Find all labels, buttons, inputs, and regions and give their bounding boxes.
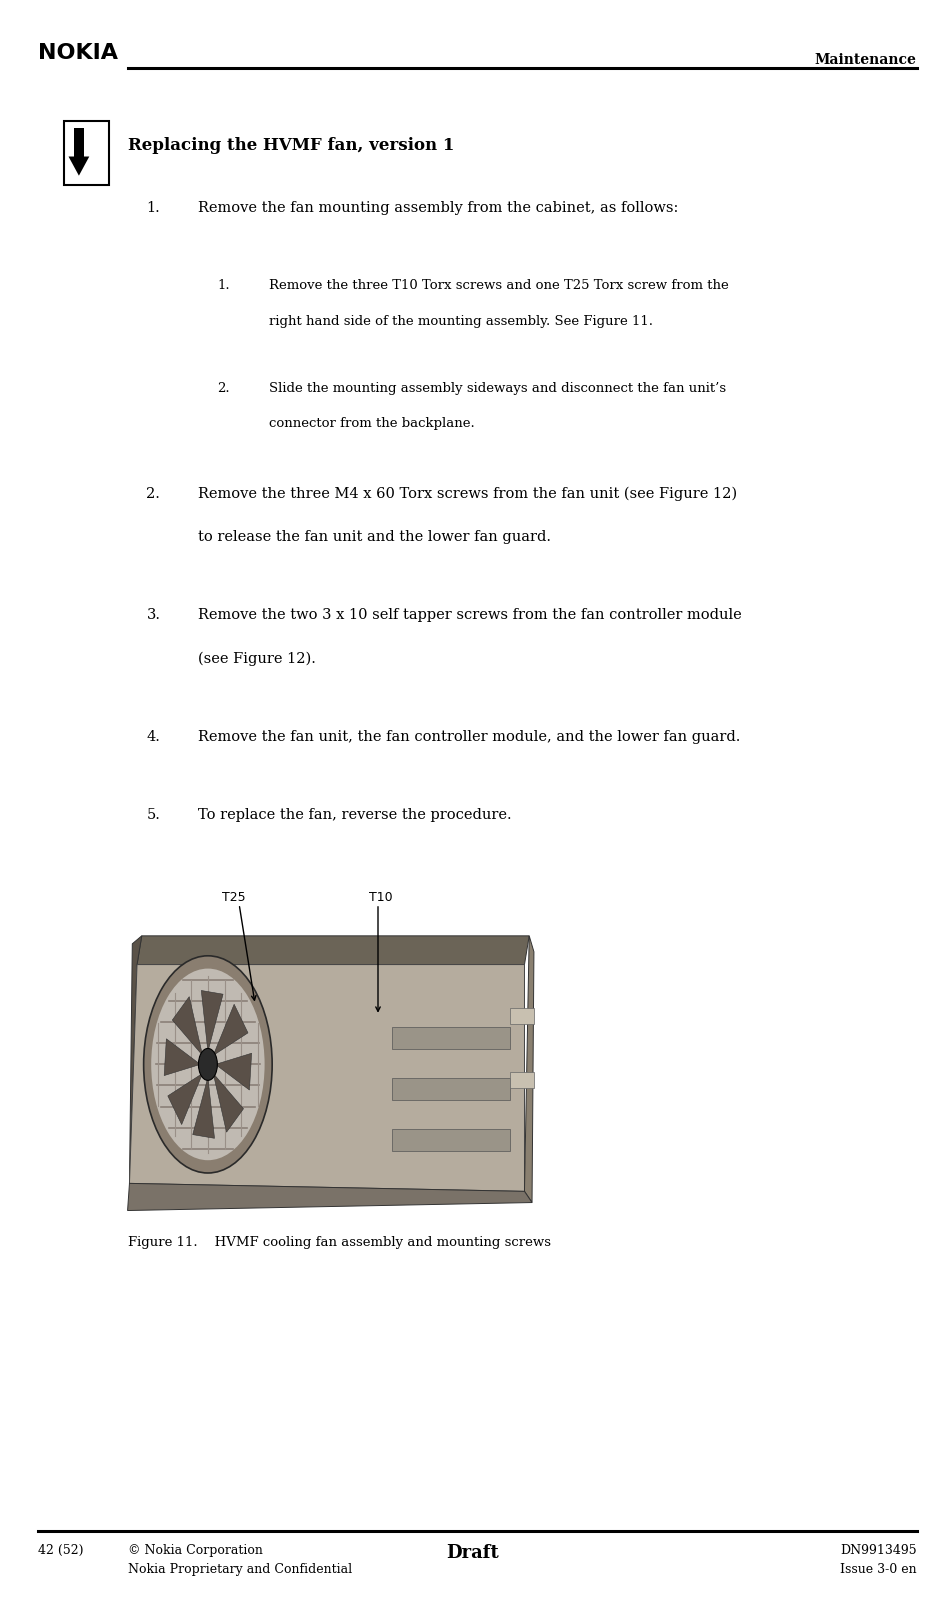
Text: Remove the fan mounting assembly from the cabinet, as follows:: Remove the fan mounting assembly from th…	[198, 201, 678, 216]
Text: Replacing the HVMF fan, version 1: Replacing the HVMF fan, version 1	[127, 137, 453, 155]
Text: 1: 1	[93, 131, 100, 141]
Text: 42 (52): 42 (52)	[38, 1544, 83, 1557]
Polygon shape	[68, 157, 89, 176]
Text: 1.: 1.	[217, 279, 229, 292]
Polygon shape	[168, 1073, 202, 1124]
Bar	[392, 1027, 510, 1049]
Polygon shape	[164, 1038, 200, 1075]
Circle shape	[151, 969, 264, 1161]
Text: 2.: 2.	[217, 382, 229, 394]
Circle shape	[143, 957, 272, 1174]
Polygon shape	[129, 965, 524, 1191]
Text: Remove the three M4 x 60 Torx screws from the fan unit (see Figure 12): Remove the three M4 x 60 Torx screws fro…	[198, 487, 737, 501]
Text: (see Figure 12).: (see Figure 12).	[198, 652, 316, 666]
Text: Issue 3-0 en: Issue 3-0 en	[839, 1563, 916, 1576]
Polygon shape	[137, 936, 529, 965]
Text: right hand side of the mounting assembly. See Figure 11.: right hand side of the mounting assembly…	[269, 315, 652, 327]
Bar	[64, 121, 109, 185]
Polygon shape	[193, 1078, 214, 1139]
Text: DN9913495: DN9913495	[839, 1544, 916, 1557]
Text: Slide the mounting assembly sideways and disconnect the fan unit’s: Slide the mounting assembly sideways and…	[269, 382, 726, 394]
Polygon shape	[201, 990, 223, 1052]
Text: T25: T25	[222, 891, 245, 904]
Polygon shape	[129, 936, 142, 1183]
Polygon shape	[213, 1073, 244, 1132]
Text: Remove the fan unit, the fan controller module, and the lower fan guard.: Remove the fan unit, the fan controller …	[198, 730, 740, 744]
Text: © Nokia Corporation: © Nokia Corporation	[127, 1544, 262, 1557]
Text: Draft: Draft	[446, 1544, 498, 1562]
Text: 4.: 4.	[146, 730, 160, 744]
Text: To replace the fan, reverse the procedure.: To replace the fan, reverse the procedur…	[198, 808, 512, 822]
Polygon shape	[213, 1005, 247, 1056]
Polygon shape	[524, 936, 533, 1203]
Text: connector from the backplane.: connector from the backplane.	[269, 417, 475, 430]
Polygon shape	[215, 1054, 251, 1091]
Text: 2.: 2.	[146, 487, 160, 501]
Text: 5.: 5.	[146, 808, 160, 822]
Text: Remove the two 3 x 10 self tapper screws from the fan controller module: Remove the two 3 x 10 self tapper screws…	[198, 608, 741, 623]
Text: 3: 3	[93, 169, 100, 179]
Text: NOKIA: NOKIA	[38, 43, 118, 64]
Bar	[510, 1072, 533, 1088]
Text: Figure 11.    HVMF cooling fan assembly and mounting screws: Figure 11. HVMF cooling fan assembly and…	[127, 1236, 550, 1249]
Bar	[392, 1078, 510, 1100]
Text: Maintenance: Maintenance	[814, 53, 916, 67]
Text: 1.: 1.	[146, 201, 160, 216]
Text: Remove the three T10 Torx screws and one T25 Torx screw from the: Remove the three T10 Torx screws and one…	[269, 279, 729, 292]
Bar	[74, 128, 83, 160]
Bar	[510, 1008, 533, 1024]
Text: to release the fan unit and the lower fan guard.: to release the fan unit and the lower fa…	[198, 530, 551, 545]
Text: 3.: 3.	[146, 608, 160, 623]
Polygon shape	[127, 1183, 531, 1211]
Text: T10: T10	[368, 891, 392, 904]
Bar	[392, 1129, 510, 1151]
Circle shape	[198, 1049, 217, 1081]
Text: 2: 2	[93, 150, 100, 160]
Polygon shape	[172, 997, 202, 1056]
Text: Nokia Proprietary and Confidential: Nokia Proprietary and Confidential	[127, 1563, 351, 1576]
